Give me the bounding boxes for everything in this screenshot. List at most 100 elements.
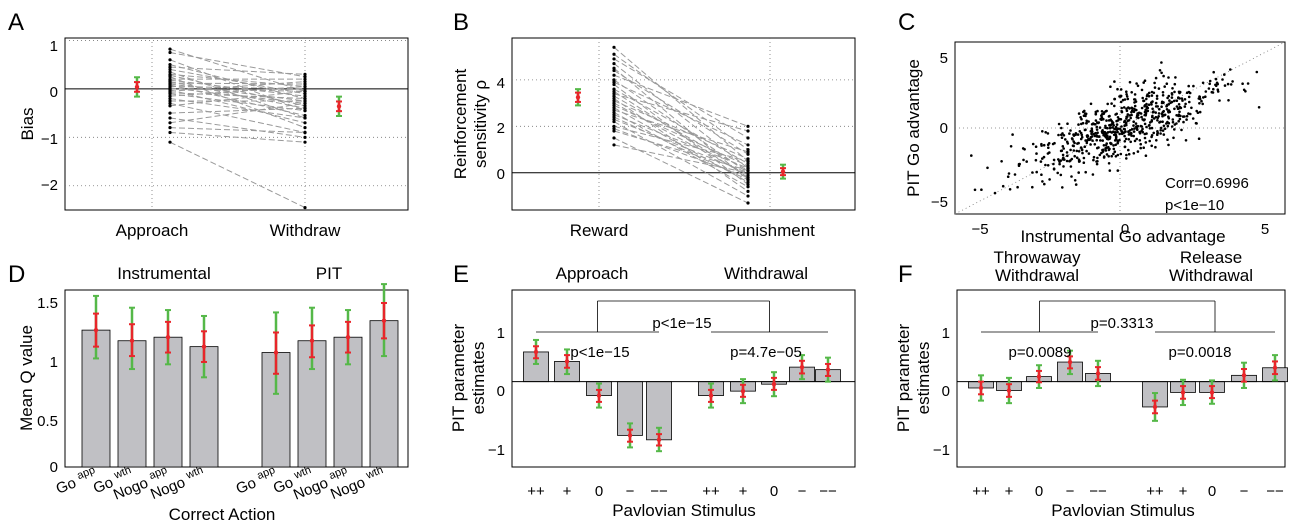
data-point bbox=[1113, 150, 1117, 153]
subject-line bbox=[169, 131, 306, 143]
data-point bbox=[1140, 88, 1144, 92]
data-point bbox=[1113, 139, 1117, 142]
data-point bbox=[1229, 83, 1233, 86]
subject-point bbox=[168, 65, 172, 69]
data-point bbox=[1008, 188, 1012, 191]
subject-line bbox=[613, 70, 749, 155]
subject-point bbox=[746, 180, 750, 184]
data-point bbox=[1132, 124, 1135, 127]
bar-7-mean bbox=[345, 335, 351, 340]
data-point bbox=[1129, 131, 1133, 135]
data-point bbox=[1108, 169, 1112, 172]
data-point bbox=[1146, 109, 1150, 113]
panel-e-title-approach: Approach bbox=[556, 264, 629, 283]
data-point bbox=[1177, 90, 1181, 94]
data-point bbox=[1123, 140, 1127, 143]
data-point bbox=[1123, 98, 1127, 101]
xtick-label: + bbox=[1179, 483, 1188, 500]
data-point bbox=[1119, 100, 1123, 104]
data-point bbox=[1052, 168, 1056, 171]
data-point bbox=[1159, 132, 1162, 135]
data-point bbox=[1120, 132, 1124, 136]
data-point bbox=[1172, 136, 1175, 140]
summary-punishment-mean bbox=[780, 169, 786, 174]
panel-e-axes bbox=[511, 289, 856, 468]
data-point bbox=[1041, 180, 1044, 183]
data-point bbox=[1127, 130, 1130, 134]
panel-f-pvalue-throwaway: p=0.0089 bbox=[1009, 344, 1072, 361]
data-point bbox=[1150, 126, 1154, 130]
data-point bbox=[1090, 128, 1094, 132]
data-point bbox=[1102, 156, 1106, 159]
data-point bbox=[1180, 128, 1183, 132]
summary-withdraw-mean bbox=[336, 104, 342, 109]
data-point bbox=[1035, 152, 1038, 155]
data-point bbox=[1182, 120, 1185, 124]
panel-e-xticks: ++ +0− −− ++ +0− −− bbox=[527, 483, 837, 500]
data-point bbox=[1123, 119, 1127, 123]
subject-point bbox=[612, 68, 616, 73]
data-point bbox=[1094, 119, 1098, 122]
data-point bbox=[1170, 125, 1174, 128]
data-point bbox=[1113, 80, 1116, 83]
data-point bbox=[1161, 91, 1165, 94]
subject-point bbox=[746, 189, 750, 194]
data-point bbox=[1114, 125, 1118, 129]
data-point bbox=[1183, 115, 1186, 118]
data-point bbox=[1169, 101, 1172, 105]
data-point bbox=[1075, 149, 1079, 153]
data-point bbox=[1102, 148, 1105, 152]
data-point bbox=[1116, 116, 1120, 119]
bar-3-mean bbox=[1036, 374, 1042, 379]
subject-point bbox=[303, 89, 307, 93]
data-point bbox=[1131, 106, 1134, 110]
bar-6-mean bbox=[708, 393, 714, 398]
panel-f-ytick: 1 bbox=[942, 325, 950, 342]
data-point bbox=[1112, 152, 1115, 156]
data-point bbox=[1190, 106, 1193, 110]
subject-point bbox=[303, 113, 307, 118]
data-point bbox=[1167, 109, 1171, 112]
data-point bbox=[1154, 76, 1158, 80]
data-point bbox=[1197, 137, 1201, 140]
data-point bbox=[1208, 82, 1211, 86]
data-point bbox=[1062, 147, 1065, 150]
data-point bbox=[1187, 84, 1190, 88]
data-point bbox=[1166, 124, 1170, 128]
data-point bbox=[1109, 85, 1112, 88]
data-point bbox=[1177, 113, 1181, 116]
data-point bbox=[1094, 131, 1097, 135]
xtick-label: ++ bbox=[1146, 483, 1164, 500]
subject-point bbox=[303, 109, 307, 113]
data-point bbox=[1091, 139, 1094, 142]
data-point bbox=[1197, 97, 1201, 100]
data-point bbox=[1113, 104, 1116, 108]
data-point bbox=[1120, 106, 1123, 110]
data-point bbox=[1170, 93, 1174, 96]
data-point bbox=[1151, 107, 1154, 111]
bar-8-mean bbox=[1209, 390, 1215, 395]
subject-point bbox=[168, 121, 172, 125]
data-point bbox=[1133, 93, 1137, 96]
data-point bbox=[1057, 133, 1060, 137]
data-point bbox=[1025, 160, 1028, 163]
subject-point bbox=[303, 135, 307, 139]
data-point bbox=[1212, 87, 1215, 91]
data-point bbox=[1115, 123, 1119, 126]
data-point bbox=[1066, 154, 1069, 158]
data-point bbox=[1119, 88, 1123, 91]
data-point bbox=[1123, 145, 1127, 149]
subject-line bbox=[169, 85, 306, 97]
data-point bbox=[1177, 119, 1180, 123]
data-point bbox=[1143, 136, 1147, 140]
subject-point bbox=[612, 82, 616, 87]
data-point bbox=[1122, 106, 1126, 109]
panel-b: B 4 2 0 Reinforcement sensitivity ρ Rewa… bbox=[451, 9, 856, 240]
data-point bbox=[1108, 135, 1112, 139]
data-point bbox=[1173, 128, 1176, 131]
data-point bbox=[1157, 87, 1161, 90]
data-point bbox=[1132, 120, 1135, 123]
data-point bbox=[1087, 152, 1091, 155]
subject-line bbox=[169, 98, 306, 119]
subject-line bbox=[613, 109, 749, 153]
